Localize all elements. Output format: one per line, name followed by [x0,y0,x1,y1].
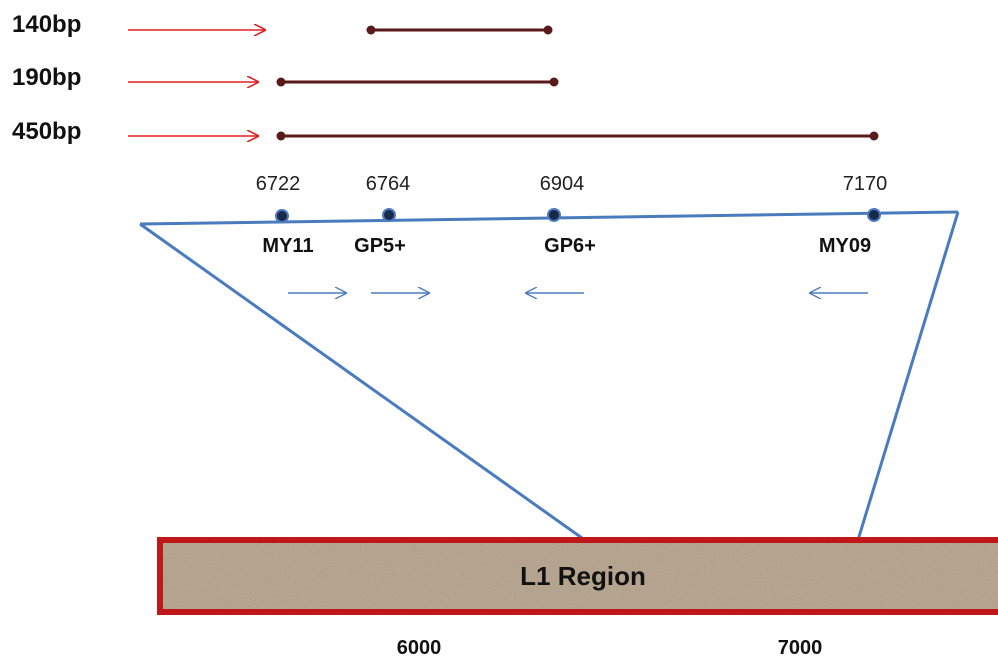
scale-tick-label: 7000 [778,637,823,658]
zoom-outline [139,210,960,541]
primer-position-label: 6904 [540,173,585,195]
zoom-left-line [139,222,583,540]
primer-name-label: MY09 [819,235,871,257]
amplicon-row-140bp: 140bp [12,11,553,38]
region-texture [160,540,998,612]
amplicon-label-140bp: 140bp [12,11,81,38]
amplicon-end-dot [366,25,376,35]
primer-gp5: 6764 GP5+ [354,173,429,293]
primer-site-dot [547,208,561,222]
amplicon-end-dot [549,77,559,87]
primer-name-label: GP6+ [544,235,596,257]
primer-name-label: GP5+ [354,235,406,257]
primer-site-dot [382,208,396,222]
primer-site-dot [275,209,289,223]
primer-my09: 7170 MY09 [810,173,887,293]
amplicon-end-dot [276,131,286,141]
amplicon-row-190bp: 190bp [12,64,559,91]
scale-tick-label: 6000 [397,637,442,658]
region-label: L1 Region [520,561,646,591]
primer-gp6: 6904 GP6+ [526,173,596,293]
amplicon-end-dot [869,131,879,141]
region-border [157,537,998,615]
amplicon-label-190bp: 190bp [12,64,81,91]
amplicon-label-450bp: 450bp [12,118,81,145]
primer-my11: 6722 MY11 [256,173,346,293]
l1-region-bar: L1 Region [157,537,998,615]
primer-site-dot [867,208,881,222]
primer-position-label: 6764 [366,173,411,195]
amplicon-end-dot [543,25,553,35]
primer-position-label: 6722 [256,173,301,195]
amplicon-row-450bp: 450bp [12,118,879,145]
amplicon-end-dot [276,77,286,87]
primer-position-label: 7170 [843,173,888,195]
primer-name-label: MY11 [262,235,313,257]
zoom-right-line [856,211,960,541]
